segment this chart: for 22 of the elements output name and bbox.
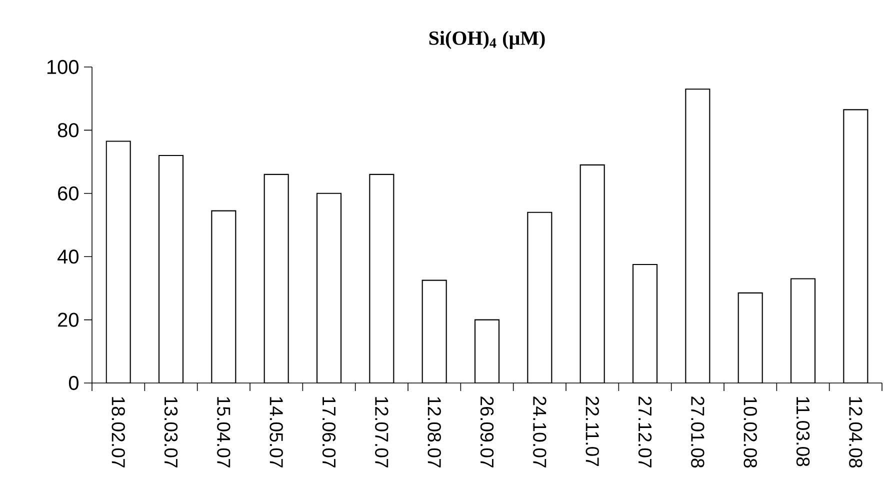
x-tick-label: 27.01.08 xyxy=(691,396,704,468)
x-tick-label: 22.11.07 xyxy=(586,396,599,466)
chart-title: Si(OH)$_{4}$ (μM) xyxy=(429,30,545,49)
y-tick-label: 20 xyxy=(58,312,78,327)
y-tick-label: 100 xyxy=(47,60,78,74)
x-tick-label: 10.02.08 xyxy=(744,397,757,468)
x-tick-label: 14.05.07 xyxy=(270,397,283,468)
y-tick-label: 0 xyxy=(68,376,78,390)
y-tick-label: 60 xyxy=(58,186,78,200)
x-tick-label: 12.08.07 xyxy=(428,397,441,468)
x-tick-label: 11.03.08 xyxy=(796,397,810,466)
x-tick-label: 12.07.07 xyxy=(375,397,388,468)
x-tick-label: 24.10.07 xyxy=(533,396,546,468)
x-tick-label: 13.03.07 xyxy=(164,397,178,468)
x-tick-label: 27.12.07 xyxy=(638,396,652,468)
y-tick-label: 80 xyxy=(58,123,78,138)
x-tick-label: 15.04.07 xyxy=(217,397,230,468)
x-tick-label: 17.06.07 xyxy=(322,397,336,468)
x-tick-label: 12.04.08 xyxy=(849,397,862,468)
x-tick-label: 26.09.07 xyxy=(480,396,494,468)
x-tick-label: 18.02.07 xyxy=(112,397,125,468)
y-tick-label: 40 xyxy=(58,250,78,264)
